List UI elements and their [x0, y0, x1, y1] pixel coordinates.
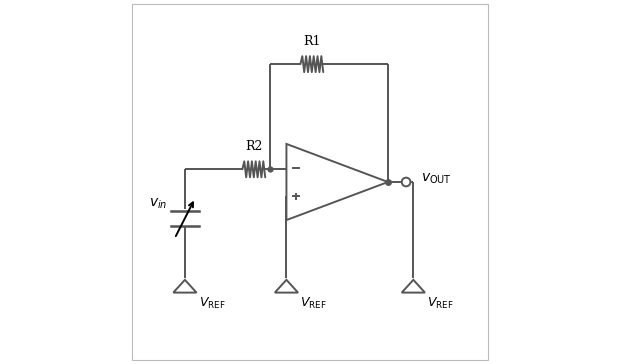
Text: $V_{\mathrm{REF}}$: $V_{\mathrm{REF}}$: [300, 296, 327, 311]
Circle shape: [402, 178, 410, 186]
Text: $V_{\mathrm{REF}}$: $V_{\mathrm{REF}}$: [427, 296, 454, 311]
Text: R2: R2: [245, 140, 262, 153]
Text: $v_{\mathrm{OUT}}$: $v_{\mathrm{OUT}}$: [420, 171, 451, 186]
Text: $v_{in}$: $v_{in}$: [149, 197, 167, 211]
Text: R1: R1: [303, 35, 321, 48]
Text: $V_{\mathrm{REF}}$: $V_{\mathrm{REF}}$: [199, 296, 226, 311]
